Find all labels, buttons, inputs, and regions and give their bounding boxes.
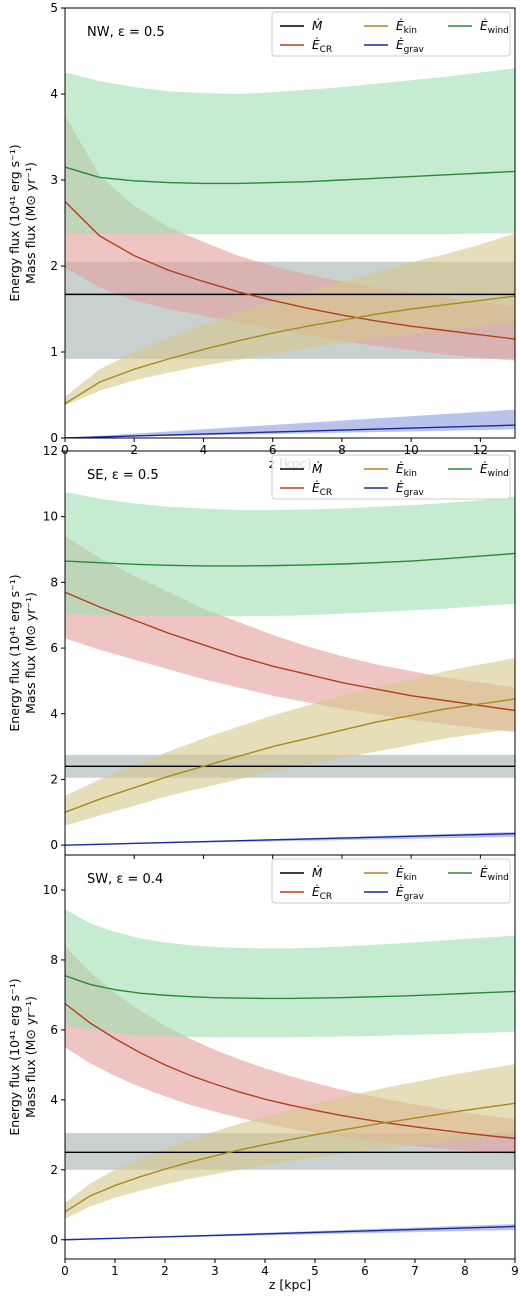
legend-box [271,858,511,904]
axes-frame [64,7,516,439]
band-4 [65,909,515,1038]
band-2 [65,657,515,826]
y-tick-label: 4 [50,87,58,101]
series-line-3 [65,424,515,438]
x-tick-label: 9 [511,1264,519,1278]
x-tick-label: 2 [130,443,138,457]
series-line-2 [65,1102,515,1213]
y-tick-label: 2 [50,1163,58,1177]
legend-label-3: Ėgrav [396,884,425,902]
x-tick-label: 0 [61,443,69,457]
legend-label-1: ĖCR [312,480,332,498]
panel-annotation: SW, ε = 0.4 [87,872,163,887]
y-tick-label: 0 [50,1233,58,1247]
legend-label-1: ĖCR [312,884,332,902]
y-tick-label: 0 [50,431,58,445]
y-tick-label: 12 [43,444,58,458]
panel-annotation: NW, ε = 0.5 [87,25,165,40]
y-tick-label: 4 [50,1093,58,1107]
y-tick-label: 6 [50,641,58,655]
x-tick-label: 10 [404,443,419,457]
series-line-3 [65,832,515,846]
y-tick-label: 5 [50,1,58,15]
panel-annotation: SE, ε = 0.5 [87,468,159,483]
x-tick-label: 6 [361,1264,369,1278]
band-3 [65,1224,515,1240]
y-tick-label: 2 [50,259,58,273]
legend-label-0: Ṁ [312,18,323,33]
y-tick-label: 8 [50,575,58,589]
series-line-4 [65,975,515,1000]
x-tick-label: 6 [269,443,277,457]
series-line-2 [65,295,515,405]
plot-area [65,909,515,1241]
x-tick-label: 8 [461,1264,469,1278]
legend-label-2: Ėkin [396,865,417,883]
legend-box [271,11,511,57]
x-tick-label: 2 [161,1264,169,1278]
series-line-1 [65,591,515,712]
y-tick-label: 0 [50,838,58,852]
series-line-3 [65,1225,515,1241]
legend-box [271,454,511,500]
x-tick-label: 5 [311,1264,319,1278]
legend-label-2: Ėkin [396,18,417,36]
y-tick-label: 6 [50,1023,58,1037]
series-line-1 [65,201,515,340]
legend-label-0: Ṁ [312,461,323,476]
legend-label-4: Ėwind [480,18,509,36]
y-tick-label: 4 [50,707,58,721]
y-axis-label-energy: Energy flux (10⁴¹ erg s⁻¹) [7,144,22,301]
x-tick-label: 4 [261,1264,269,1278]
band-4 [65,492,515,617]
chart-panel-2: 0 2 4 6 8 10 12 Energy flux (10⁴¹ erg s⁻¹) Mass … [7,444,516,859]
legend-label-1: ĖCR [312,37,332,55]
y-tick-label: 10 [43,883,58,897]
legend-label-3: Ėgrav [396,37,425,55]
y-axis-label-energy: Energy flux (10⁴¹ erg s⁻¹) [7,978,22,1135]
legend-label-3: Ėgrav [396,480,425,498]
y-tick-label: 3 [50,173,58,187]
x-axis-label: z [kpc] [269,1277,311,1292]
x-tick-label: 7 [411,1264,419,1278]
band-3 [65,832,515,846]
y-axis-label-mass: Mass flux (M⊙ yr⁻¹) [23,592,38,714]
y-axis-label-mass: Mass flux (M⊙ yr⁻¹) [23,996,38,1118]
y-tick-label: 2 [50,772,58,786]
x-tick-label: 1 [111,1264,119,1278]
series-line-4 [65,552,515,567]
plot-area [65,492,515,846]
band-4 [65,68,515,235]
x-tick-label: 8 [338,443,346,457]
x-tick-label: 0 [61,1264,69,1278]
y-tick-label: 8 [50,953,58,967]
legend-label-2: Ėkin [396,461,417,479]
series-line-1 [65,1003,515,1140]
x-tick-label: 3 [211,1264,219,1278]
series-line-4 [65,166,515,185]
plot-area [65,68,515,438]
y-tick-label: 1 [50,345,58,359]
band-2 [65,1064,515,1219]
axes-frame [64,854,516,1260]
x-tick-label: 4 [200,443,208,457]
legend-label-0: Ṁ [312,865,323,880]
chart-panel-3: 0 1 2 3 4 5 6 7 8 9 0 2 4 6 8 10 z [kpc] Energy flux (10⁴… [7,854,519,1292]
y-axis-label-energy: Energy flux (10⁴¹ erg s⁻¹) [7,574,22,731]
y-tick-label: 10 [43,510,58,524]
chart-panel-1: 024681012012345z [kpc]Energy flux (10⁴¹ … [7,1,516,471]
legend-label-4: Ėwind [480,865,509,883]
y-axis-label-mass: Mass flux (M⊙ yr⁻¹) [23,162,38,284]
legend-label-4: Ėwind [480,461,509,479]
x-tick-label: 12 [473,443,488,457]
series-line-2 [65,698,515,813]
band-2 [65,233,515,406]
band-3 [65,409,515,438]
